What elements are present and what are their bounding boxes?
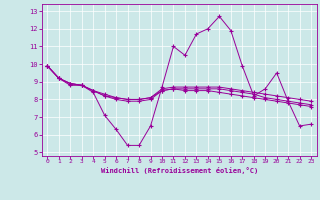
- X-axis label: Windchill (Refroidissement éolien,°C): Windchill (Refroidissement éolien,°C): [100, 167, 258, 174]
